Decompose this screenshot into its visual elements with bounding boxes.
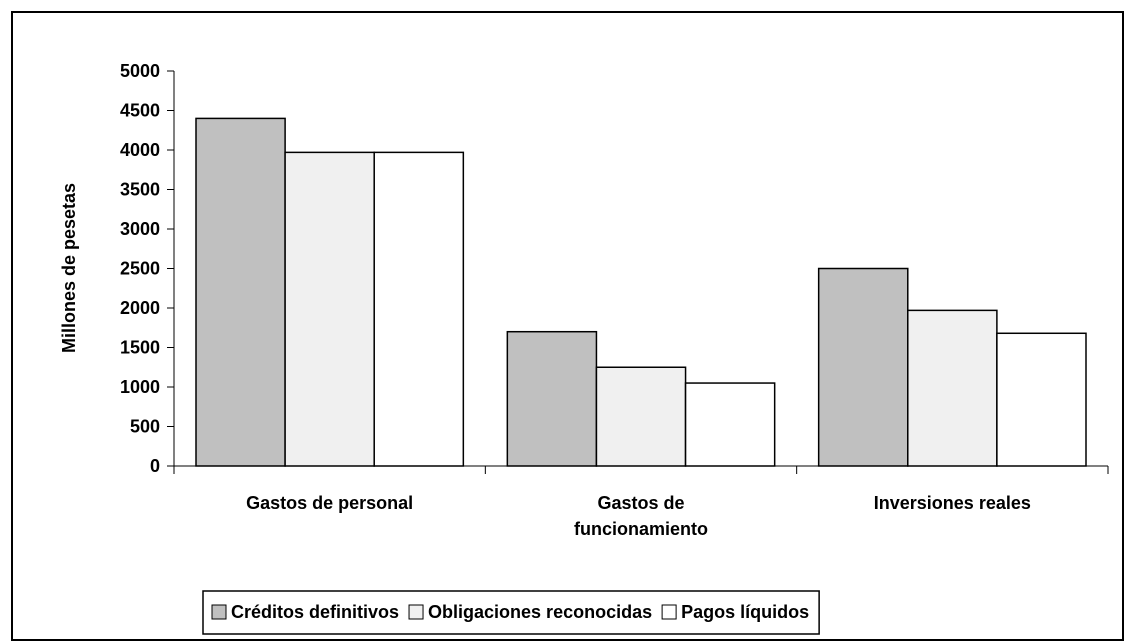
bar: [684, 382, 776, 467]
bar: [195, 117, 286, 467]
y-tick-label: 4500: [120, 100, 160, 120]
legend-label: Obligaciones reconocidas: [428, 602, 652, 622]
legend-label: Pagos líquidos: [681, 602, 809, 622]
y-tick-label: 3500: [120, 179, 160, 199]
bar: [506, 330, 598, 467]
y-axis-label: Millones de pesetas: [59, 183, 79, 353]
bar: [373, 151, 465, 467]
bar: [284, 151, 375, 467]
legend: [202, 590, 820, 635]
legend-swatch: [408, 604, 424, 620]
legend-label: Créditos definitivos: [231, 602, 399, 622]
y-tick-label: 4000: [120, 140, 160, 160]
y-tick-label: 0: [150, 456, 160, 476]
bar: [996, 332, 1087, 467]
legend-swatch: [211, 604, 227, 620]
y-tick-label: 1000: [120, 377, 160, 397]
y-tick-label: 2000: [120, 298, 160, 318]
bar: [907, 309, 998, 467]
x-tick-label: Inversiones reales: [873, 493, 1031, 513]
y-tick-label: 1500: [120, 337, 160, 357]
bar: [817, 267, 909, 467]
bar: [595, 366, 687, 467]
y-tick-label: 2500: [120, 258, 160, 278]
y-tick-label: 5000: [120, 61, 160, 81]
x-tick-label: Gastos de personal: [246, 493, 414, 513]
y-tick-label: 500: [130, 416, 160, 436]
y-tick-label: 3000: [120, 219, 160, 239]
x-tick-label: Gastos de funcionamiento: [574, 493, 708, 539]
legend-swatch: [661, 604, 677, 620]
